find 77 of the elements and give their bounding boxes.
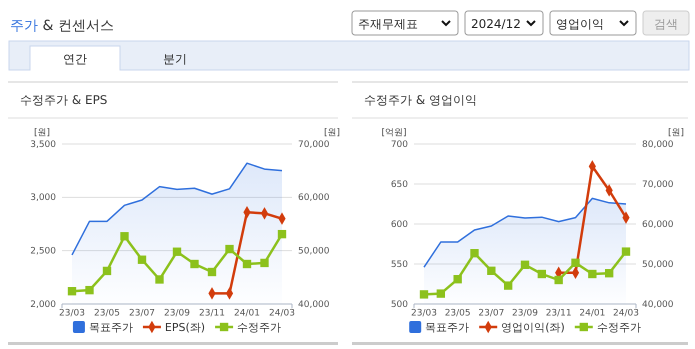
- y-tick-label: 600: [390, 220, 408, 230]
- point: [436, 289, 446, 298]
- point: [172, 248, 182, 256]
- x-tick-label: 24/01: [579, 308, 606, 318]
- x-tick-label: 24/03: [613, 308, 639, 318]
- x-tick-label: 23/09: [512, 308, 538, 318]
- point: [487, 266, 496, 275]
- point: [622, 247, 630, 256]
- x-tick-label: 23/11: [199, 308, 225, 318]
- y-tick-label: 700: [390, 140, 408, 150]
- y-axis-title: [원]: [34, 128, 50, 138]
- point: [520, 260, 530, 269]
- y2-tick-label: 40,000: [298, 300, 330, 310]
- legend-label: EPS(좌): [164, 321, 206, 334]
- y2-tick-label: 50,000: [642, 260, 674, 270]
- text: 영업이익: [556, 17, 604, 31]
- point: [120, 232, 129, 240]
- y2-axis-title: [원]: [668, 128, 684, 138]
- point: [225, 244, 234, 254]
- point: [604, 269, 614, 278]
- y-tick-label: 650: [390, 180, 408, 190]
- x-tick-label: 23/03: [411, 308, 437, 318]
- y-axis-title: [억원]: [381, 128, 407, 138]
- point: [554, 276, 563, 284]
- text: 주재무제표: [358, 17, 418, 31]
- point: [260, 258, 269, 268]
- y-tick-label: 3,000: [30, 193, 56, 204]
- point: [85, 286, 94, 294]
- chart-title: 수정주가 & 영업이익: [364, 93, 477, 107]
- legend-label: 수정주가: [237, 321, 282, 334]
- y-tick-label: 500: [390, 300, 408, 310]
- point: [571, 258, 580, 267]
- x-tick-label: 23/07: [129, 308, 155, 318]
- x-tick-label: 24/01: [234, 308, 260, 318]
- x-tick-label: 23/09: [164, 308, 190, 318]
- point: [420, 290, 428, 299]
- text: 검색: [654, 17, 678, 31]
- y2-tick-label: 50,000: [298, 246, 330, 257]
- y2-tick-label: 40,000: [642, 300, 674, 310]
- point: [68, 287, 76, 296]
- point: [208, 268, 216, 276]
- point: [242, 260, 252, 268]
- y2-tick-label: 80,000: [642, 140, 674, 150]
- y2-tick-label: 70,000: [298, 140, 330, 150]
- x-tick-label: 23/05: [444, 308, 471, 318]
- text: 분기: [163, 52, 187, 66]
- point: [102, 266, 112, 276]
- y-tick-label: 550: [390, 260, 408, 270]
- chart-title: 수정주가 & EPS: [20, 93, 108, 107]
- point: [278, 230, 286, 238]
- legend-label: 영업이익(좌): [501, 321, 565, 334]
- legend-label: 목표주가: [88, 321, 133, 334]
- y2-tick-label: 60,000: [298, 193, 330, 204]
- point: [588, 270, 597, 278]
- x-tick-label: 24/03: [269, 308, 295, 318]
- point: [538, 270, 546, 278]
- point: [190, 260, 199, 268]
- legend-label: 목표주가: [425, 321, 470, 334]
- point: [453, 275, 462, 284]
- x-tick-label: 23/03: [59, 308, 85, 318]
- y2-axis-title: [원]: [324, 128, 340, 138]
- y2-tick-label: 70,000: [642, 180, 674, 190]
- point: [138, 256, 146, 264]
- text: 연간: [63, 52, 87, 66]
- text: 주가 & 컨센서스: [10, 18, 114, 34]
- text: 2024/12: [471, 17, 521, 31]
- x-tick-label: 23/05: [94, 308, 120, 318]
- y-tick-label: 2,500: [30, 246, 56, 257]
- y2-tick-label: 60,000: [642, 220, 674, 230]
- x-tick-label: 23/07: [478, 308, 504, 318]
- legend-label: 수정주가: [596, 321, 641, 334]
- y-tick-label: 3,500: [30, 140, 56, 150]
- y-tick-label: 2,000: [30, 300, 56, 310]
- point: [470, 249, 479, 258]
- x-tick-label: 23/11: [546, 308, 572, 318]
- point: [155, 275, 164, 284]
- point: [504, 281, 512, 290]
